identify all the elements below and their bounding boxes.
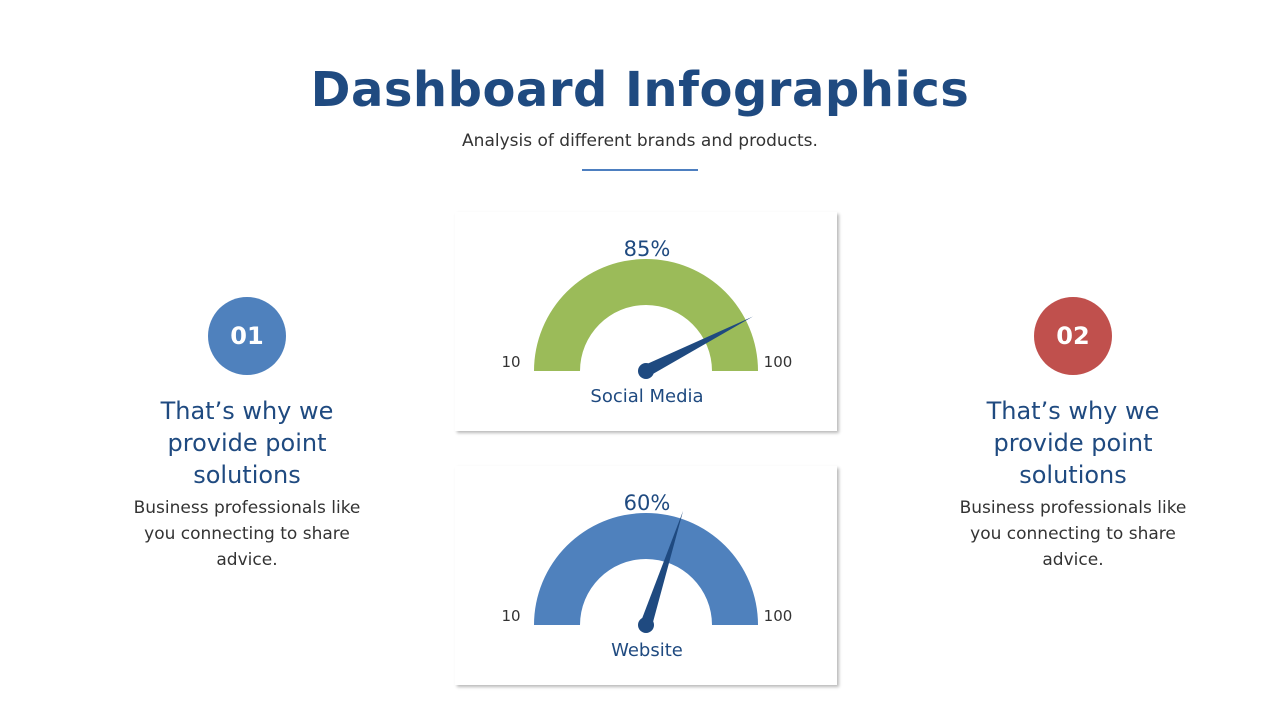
gauge-hub xyxy=(638,363,654,379)
gauge-arc xyxy=(534,513,758,625)
gauge-value-label: 85% xyxy=(624,237,671,261)
right-panel: 02 That’s why we provide point solutions… xyxy=(948,297,1198,573)
gauge-category-label: Website xyxy=(611,640,683,661)
gauge-card-website: 60% 10 100 Website xyxy=(455,466,837,685)
gauge-min-label: 10 xyxy=(501,353,520,371)
gauge-value-label: 60% xyxy=(624,491,671,515)
left-heading: That’s why we provide point solutions xyxy=(160,397,334,489)
gauge-website: 60% 10 100 Website xyxy=(501,491,793,661)
title-divider xyxy=(582,169,698,171)
gauge-needle xyxy=(643,316,753,377)
right-body: Business professionals like you connecti… xyxy=(959,498,1187,570)
gauge-arc xyxy=(534,259,758,371)
badge-02: 02 xyxy=(1034,297,1112,375)
gauge-category-label: Social Media xyxy=(590,386,703,407)
gauge-card-social-media: 85% 10 100 Social Media xyxy=(455,212,837,431)
page-title: Dashboard Infographics xyxy=(310,62,970,118)
left-panel: 01 That’s why we provide point solutions… xyxy=(122,297,372,573)
badge-01: 01 xyxy=(208,297,286,375)
gauge-social-media: 85% 10 100 Social Media xyxy=(501,237,793,407)
gauge-hub xyxy=(638,617,654,633)
left-body: Business professionals like you connecti… xyxy=(133,498,361,570)
gauge-max-label: 100 xyxy=(764,607,793,625)
gauge-max-label: 100 xyxy=(764,353,793,371)
right-heading: That’s why we provide point solutions xyxy=(986,397,1160,489)
gauge-needle xyxy=(640,510,684,627)
gauge-min-label: 10 xyxy=(501,607,520,625)
page-subtitle: Analysis of different brands and product… xyxy=(462,131,818,151)
